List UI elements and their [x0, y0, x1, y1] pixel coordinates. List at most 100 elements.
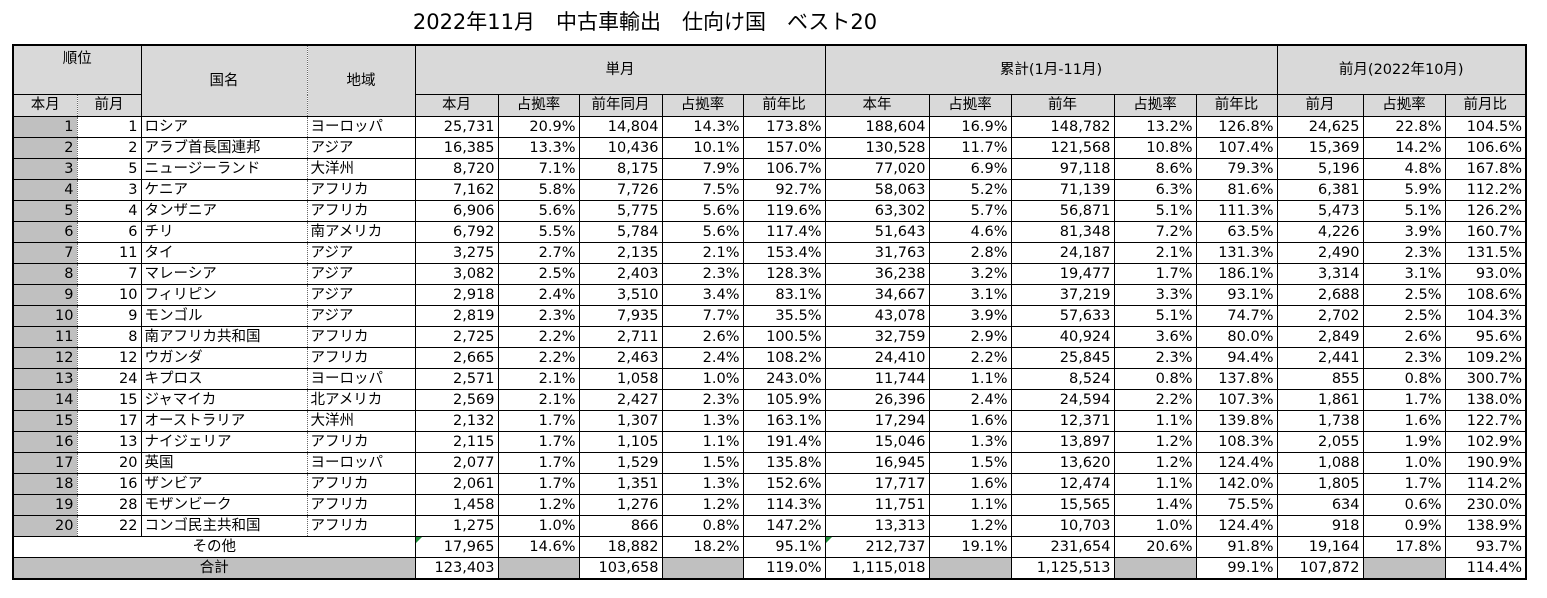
cell-rank-current[interactable]: 17 — [12, 452, 78, 474]
cell-country-name[interactable]: モザンビーク — [140, 494, 308, 516]
cell-monthly-current[interactable]: 8,720 — [414, 158, 499, 180]
cell-prev-value[interactable]: 4,226 — [1276, 221, 1364, 243]
cell-country-name[interactable]: 南アフリカ共和国 — [140, 326, 308, 348]
cell-monthly-share[interactable]: 7.1% — [497, 158, 580, 180]
cell-cumulative-yoy[interactable]: 74.7% — [1195, 305, 1278, 327]
others-cell-monthly-share[interactable]: 14.6% — [497, 536, 580, 558]
cell-cumulative-current[interactable]: 32,759 — [824, 326, 930, 348]
cell-cumulative-share-lastyear[interactable]: 3.6% — [1113, 326, 1197, 348]
cell-prev-share[interactable]: 5.1% — [1362, 200, 1446, 222]
cell-region[interactable]: ヨーロッパ — [306, 116, 416, 138]
cell-country-name[interactable]: オーストラリア — [140, 410, 308, 432]
cell-prev-mom[interactable]: 160.7% — [1444, 221, 1527, 243]
cell-cumulative-yoy[interactable]: 111.3% — [1195, 200, 1278, 222]
cell-cumulative-share[interactable]: 1.5% — [928, 452, 1012, 474]
cell-monthly-lastyear[interactable]: 1,058 — [578, 368, 663, 390]
cell-cumulative-lastyear[interactable]: 12,371 — [1010, 410, 1115, 432]
cell-monthly-current[interactable]: 6,906 — [414, 200, 499, 222]
cell-rank-current[interactable]: 1 — [12, 116, 78, 138]
cell-prev-share[interactable]: 22.8% — [1362, 116, 1446, 138]
cell-prev-value[interactable]: 2,055 — [1276, 431, 1364, 453]
cell-rank-current[interactable]: 20 — [12, 515, 78, 537]
cell-monthly-share[interactable]: 1.7% — [497, 410, 580, 432]
others-row[interactable]: その他 17,965 14.6% 18,882 18.2% 95.1% 212,737 19.… — [12, 536, 1527, 558]
cell-rank-current[interactable]: 14 — [12, 389, 78, 411]
cell-country-name[interactable]: キプロス — [140, 368, 308, 390]
cell-rank-current[interactable]: 7 — [12, 242, 78, 264]
cell-country-name[interactable]: コンゴ民主共和国 — [140, 515, 308, 537]
cell-prev-share[interactable]: 0.9% — [1362, 515, 1446, 537]
cell-monthly-share[interactable]: 1.7% — [497, 452, 580, 474]
cell-cumulative-share[interactable]: 3.9% — [928, 305, 1012, 327]
cell-cumulative-lastyear[interactable]: 148,782 — [1010, 116, 1115, 138]
cell-cumulative-yoy[interactable]: 137.8% — [1195, 368, 1278, 390]
cell-cumulative-current[interactable]: 43,078 — [824, 305, 930, 327]
cell-cumulative-yoy[interactable]: 107.3% — [1195, 389, 1278, 411]
cell-rank-previous[interactable]: 9 — [76, 305, 142, 327]
cell-cumulative-current[interactable]: 34,667 — [824, 284, 930, 306]
table-row[interactable]: 18 16 ザンビア アフリカ 2,061 1.7% 1,351 1.3% 152.6% 17,7… — [12, 473, 1527, 495]
cell-monthly-yoy[interactable]: 157.0% — [742, 137, 826, 159]
cell-monthly-current[interactable]: 6,792 — [414, 221, 499, 243]
cell-prev-mom[interactable]: 93.0% — [1444, 263, 1527, 285]
others-cell-cumulative-current[interactable]: 212,737 — [824, 536, 930, 558]
cell-cumulative-current[interactable]: 17,294 — [824, 410, 930, 432]
cell-monthly-share-lastyear[interactable]: 2.3% — [661, 263, 744, 285]
cell-monthly-share-lastyear[interactable]: 2.1% — [661, 242, 744, 264]
cell-prev-value[interactable]: 1,861 — [1276, 389, 1364, 411]
cell-country-name[interactable]: ウガンダ — [140, 347, 308, 369]
cell-country-name[interactable]: モンゴル — [140, 305, 308, 327]
cell-monthly-share-lastyear[interactable]: 7.9% — [661, 158, 744, 180]
total-cell-monthly-share-lastyear[interactable] — [661, 557, 744, 580]
cell-cumulative-share[interactable]: 3.1% — [928, 284, 1012, 306]
cell-monthly-lastyear[interactable]: 2,463 — [578, 347, 663, 369]
cell-cumulative-lastyear[interactable]: 12,474 — [1010, 473, 1115, 495]
cell-monthly-lastyear[interactable]: 866 — [578, 515, 663, 537]
cell-cumulative-yoy[interactable]: 94.4% — [1195, 347, 1278, 369]
cell-prev-mom[interactable]: 112.2% — [1444, 179, 1527, 201]
cell-cumulative-lastyear[interactable]: 19,477 — [1010, 263, 1115, 285]
total-cell-monthly-share[interactable] — [497, 557, 580, 580]
table-row[interactable]: 12 12 ウガンダ アフリカ 2,665 2.2% 2,463 2.4% 108.2% 24,4… — [12, 347, 1527, 369]
cell-cumulative-lastyear[interactable]: 8,524 — [1010, 368, 1115, 390]
cell-cumulative-share-lastyear[interactable]: 1.2% — [1113, 431, 1197, 453]
cell-cumulative-share[interactable]: 2.4% — [928, 389, 1012, 411]
cell-rank-previous[interactable]: 1 — [76, 116, 142, 138]
cell-rank-previous[interactable]: 24 — [76, 368, 142, 390]
cell-prev-value[interactable]: 2,490 — [1276, 242, 1364, 264]
cell-prev-share[interactable]: 2.3% — [1362, 347, 1446, 369]
cell-prev-mom[interactable]: 131.5% — [1444, 242, 1527, 264]
cell-region[interactable]: アフリカ — [306, 326, 416, 348]
total-cell-monthly-yoy[interactable]: 119.0% — [742, 557, 826, 580]
cell-prev-share[interactable]: 1.0% — [1362, 452, 1446, 474]
cell-cumulative-lastyear[interactable]: 40,924 — [1010, 326, 1115, 348]
cell-prev-share[interactable]: 0.6% — [1362, 494, 1446, 516]
cell-monthly-current[interactable]: 2,077 — [414, 452, 499, 474]
cell-region[interactable]: アフリカ — [306, 179, 416, 201]
cell-cumulative-share[interactable]: 1.1% — [928, 368, 1012, 390]
cell-monthly-current[interactable]: 3,082 — [414, 263, 499, 285]
cell-rank-current[interactable]: 9 — [12, 284, 78, 306]
cell-prev-share[interactable]: 1.7% — [1362, 473, 1446, 495]
cell-country-name[interactable]: ザンビア — [140, 473, 308, 495]
table-row[interactable]: 14 15 ジャマイカ 北アメリカ 2,569 2.1% 2,427 2.3% 105.9% 26… — [12, 389, 1527, 411]
table-row[interactable]: 19 28 モザンビーク アフリカ 1,458 1.2% 1,276 1.2% 114.3% 11… — [12, 494, 1527, 516]
cell-rank-previous[interactable]: 20 — [76, 452, 142, 474]
cell-monthly-lastyear[interactable]: 2,403 — [578, 263, 663, 285]
cell-cumulative-share-lastyear[interactable]: 6.3% — [1113, 179, 1197, 201]
cell-monthly-current[interactable]: 2,061 — [414, 473, 499, 495]
total-cell-prev-value[interactable]: 107,872 — [1276, 557, 1364, 580]
cell-monthly-share-lastyear[interactable]: 10.1% — [661, 137, 744, 159]
cell-rank-previous[interactable]: 28 — [76, 494, 142, 516]
cell-monthly-share[interactable]: 2.5% — [497, 263, 580, 285]
cell-cumulative-share-lastyear[interactable]: 0.8% — [1113, 368, 1197, 390]
cell-cumulative-share[interactable]: 5.2% — [928, 179, 1012, 201]
cell-prev-mom[interactable]: 126.2% — [1444, 200, 1527, 222]
cell-cumulative-share-lastyear[interactable]: 1.4% — [1113, 494, 1197, 516]
cell-monthly-yoy[interactable]: 83.1% — [742, 284, 826, 306]
cell-cumulative-share[interactable]: 2.2% — [928, 347, 1012, 369]
others-cell-cumulative-lastyear[interactable]: 231,654 — [1010, 536, 1115, 558]
cell-cumulative-lastyear[interactable]: 56,871 — [1010, 200, 1115, 222]
cell-monthly-share[interactable]: 1.2% — [497, 494, 580, 516]
cell-monthly-yoy[interactable]: 152.6% — [742, 473, 826, 495]
